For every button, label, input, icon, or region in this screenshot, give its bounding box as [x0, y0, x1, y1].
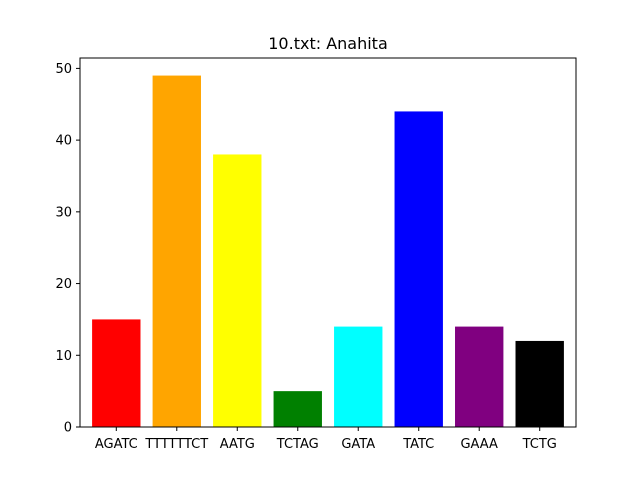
y-tick-label: 40 — [55, 134, 72, 149]
bars-layer — [92, 75, 564, 428]
axes-layer: 0 10 20 30 40 50 AGATC TTTTTTCT AATG TCTAG GATA TAT… — [55, 57, 577, 452]
x-tick-label: AATG — [220, 437, 255, 452]
bar-agatc — [92, 319, 141, 427]
x-tick-label: TTTTTTCT — [144, 437, 208, 452]
y-tick-label: 10 — [55, 349, 72, 364]
y-tick-label: 20 — [55, 277, 72, 292]
bar-tctag — [273, 391, 322, 427]
x-tick-label: AGATC — [95, 437, 138, 452]
bar-ttttttct — [152, 75, 201, 427]
plot-frame — [79, 57, 577, 428]
x-tick-label: GAAA — [460, 437, 498, 452]
x-tick-label: GATA — [341, 437, 375, 452]
x-tick-label: TATC — [402, 437, 434, 452]
bar-gaaa — [455, 326, 504, 427]
x-tick-label: TCTG — [522, 437, 557, 452]
bar-tatc — [394, 111, 443, 428]
bar-tctg — [515, 340, 564, 427]
chart-title: 10.txt: Anahita — [268, 34, 388, 53]
y-tick-label: 0 — [64, 421, 72, 436]
bar-aatg — [213, 154, 262, 427]
x-tick-label: TCTAG — [276, 437, 319, 452]
bar-gata — [334, 326, 383, 427]
y-tick-label: 50 — [55, 62, 72, 77]
y-tick-label: 30 — [55, 205, 72, 220]
